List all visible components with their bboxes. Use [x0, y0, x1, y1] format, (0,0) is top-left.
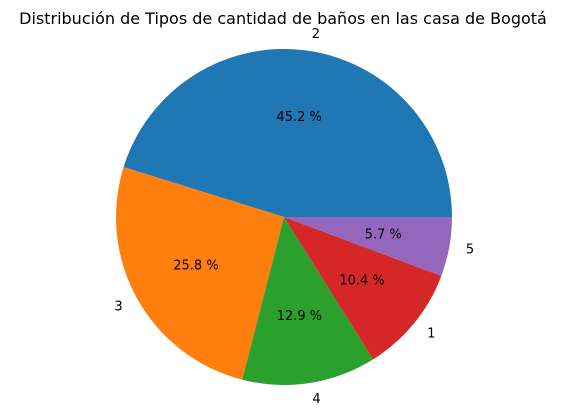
pie-slice-3 [116, 167, 284, 380]
pie-slices [116, 49, 452, 385]
percentage-label-3: 25.8 % [173, 259, 218, 274]
category-label-4: 4 [312, 392, 320, 407]
category-label-2: 2 [312, 27, 320, 42]
percentage-label-5: 5.7 % [365, 227, 402, 242]
pie-slice-5 [284, 217, 452, 276]
chart-title: Distribución de Tipos de cantidad de bañ… [19, 9, 547, 28]
percentage-labels: 45.2 % 25.8 % 12.9 % 10.4 % 5.7 % [173, 110, 402, 324]
category-label-3: 3 [114, 300, 122, 315]
pie-slice-4 [242, 217, 374, 385]
pie-slice-2 [123, 49, 452, 218]
pie-slice-1 [284, 217, 442, 360]
percentage-label-1: 10.4 % [339, 273, 384, 288]
category-labels: 2 3 4 1 5 [114, 27, 474, 407]
percentage-label-4: 12.9 % [277, 309, 322, 324]
category-label-5: 5 [466, 242, 474, 257]
percentage-label-2: 45.2 % [276, 110, 321, 125]
category-label-1: 1 [427, 326, 435, 341]
